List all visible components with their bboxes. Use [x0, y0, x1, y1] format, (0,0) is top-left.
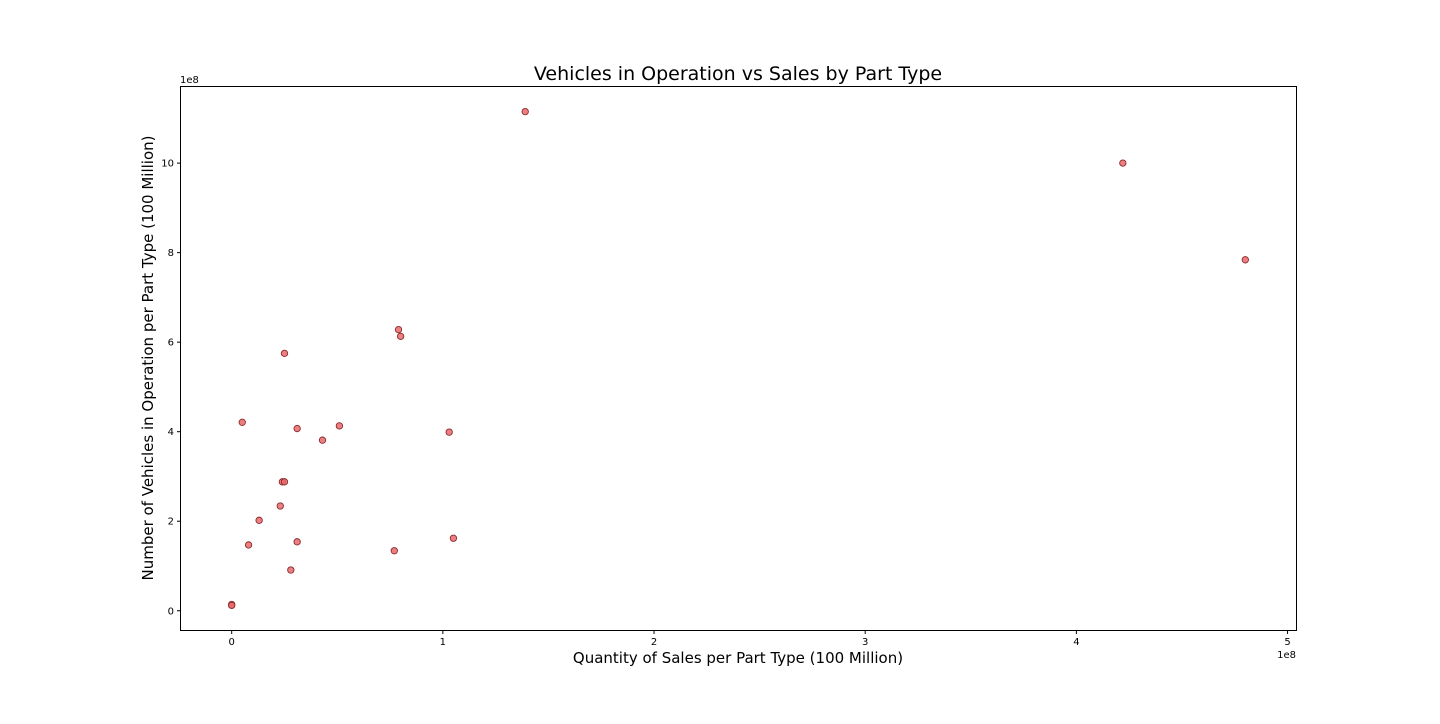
scatter-point — [228, 601, 236, 610]
scatter-point — [287, 566, 295, 574]
scatter-point — [335, 422, 344, 430]
x-axis-offset-label: 1e8 — [1277, 650, 1296, 661]
x-tick-label: 2 — [651, 637, 657, 648]
plot-frame — [180, 86, 1297, 631]
y-tick-label: 0 — [168, 606, 174, 617]
y-tick-label: 2 — [168, 517, 174, 528]
scatter-point — [318, 436, 327, 444]
scatter-point — [449, 534, 458, 542]
scatter-point — [396, 332, 405, 340]
y-axis: 0 2 4 6 8 10 — [161, 159, 181, 617]
y-tick-label: 6 — [168, 338, 174, 349]
scatter-point — [238, 418, 246, 426]
scatter-point — [1241, 256, 1249, 264]
y-tick-label: 4 — [168, 427, 174, 438]
scatter-point — [280, 478, 289, 486]
x-tick-label: 1 — [440, 637, 446, 648]
scatter-point — [445, 428, 453, 436]
scatter-point — [293, 538, 301, 546]
scatter-point — [394, 325, 403, 334]
x-axis: 0 1 2 3 4 5 — [228, 630, 1291, 648]
x-tick-label: 0 — [228, 637, 234, 648]
data-points — [228, 107, 1249, 610]
scatter-point — [280, 349, 289, 358]
scatter-point — [244, 541, 253, 549]
x-axis-title: Quantity of Sales per Part Type (100 Mil… — [573, 649, 903, 667]
x-tick-label: 5 — [1284, 637, 1290, 648]
scatter-point — [390, 547, 398, 555]
y-axis-offset-label: 1e8 — [180, 75, 199, 86]
y-tick-label: 10 — [161, 159, 174, 170]
scatter-point — [276, 502, 284, 510]
scatter-point — [521, 107, 529, 116]
y-axis-title: Number of Vehicles in Operation per Part… — [139, 135, 157, 580]
chart-title: Vehicles in Operation vs Sales by Part T… — [534, 63, 942, 85]
scatter-point — [1119, 159, 1127, 167]
x-tick-label: 4 — [1073, 637, 1079, 648]
scatter-point — [293, 424, 301, 433]
plot-area: 0 1 2 3 4 5 0 2 4 6 8 10 — [161, 86, 1297, 648]
scatter-point — [255, 516, 263, 524]
x-tick-label: 3 — [862, 637, 868, 648]
y-tick-label: 8 — [168, 248, 174, 259]
